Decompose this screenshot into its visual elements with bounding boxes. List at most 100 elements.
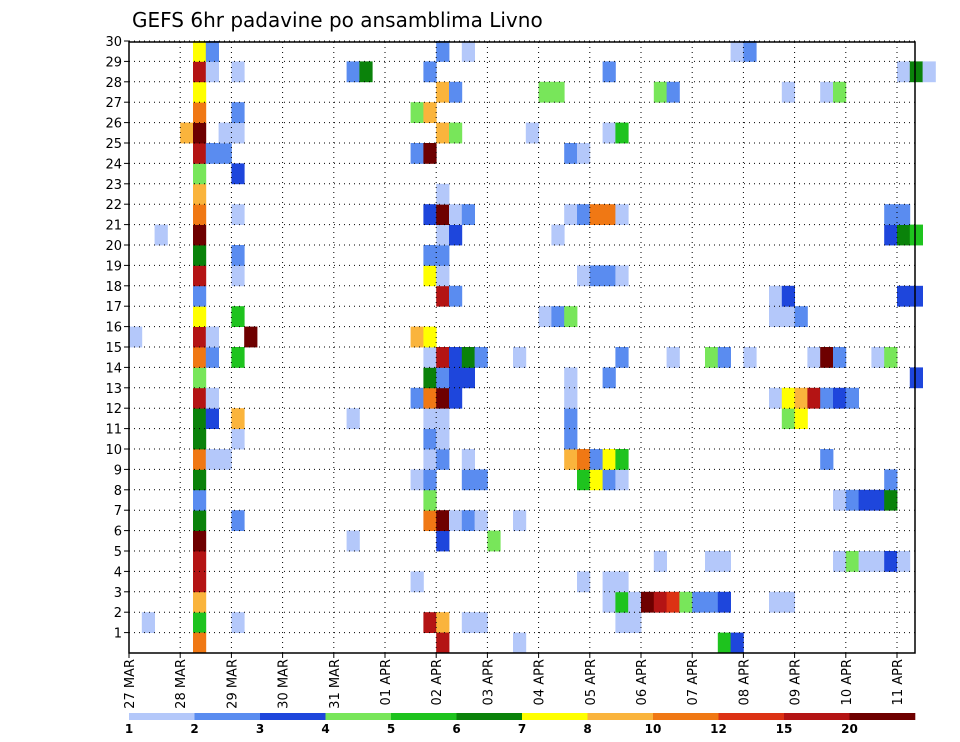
precip-cell (193, 102, 207, 123)
precip-cell (193, 183, 207, 205)
precip-cell (884, 469, 898, 491)
y-tick-label: 29 (105, 55, 122, 70)
precip-cell (743, 347, 757, 368)
y-tick-label: 25 (105, 137, 122, 152)
precip-cell (410, 469, 424, 491)
colorbar-segment (456, 713, 523, 720)
precip-cell (666, 591, 680, 613)
precip-cell (781, 306, 795, 327)
precip-cell (193, 387, 207, 409)
precip-cell (410, 326, 424, 348)
x-tick-label: 07 APR (686, 659, 701, 705)
precip-cell (730, 632, 744, 654)
precip-cell (193, 489, 207, 511)
x-tick-label: 01 APR (379, 659, 394, 705)
precip-cell (129, 326, 143, 348)
x-tick-label: 09 APR (789, 659, 804, 705)
precip-cell (461, 449, 475, 470)
precip-cell (436, 245, 450, 266)
precip-cell (436, 408, 450, 429)
y-tick-label: 14 (105, 361, 122, 376)
precip-cell (423, 143, 437, 164)
precip-cell (705, 591, 719, 613)
precip-cell (564, 428, 578, 450)
precip-cell (781, 591, 795, 613)
y-tick-label: 21 (105, 219, 122, 234)
precip-cell (193, 224, 207, 246)
precip-cell (436, 183, 450, 205)
precip-cell (461, 347, 475, 368)
precip-cell (205, 326, 219, 348)
precip-cell (218, 449, 232, 470)
precip-cell (423, 204, 437, 225)
precip-cell (474, 469, 488, 491)
precip-cell (769, 306, 783, 327)
y-tick-label: 8 (114, 484, 122, 499)
colorbar-label: 5 (387, 722, 395, 736)
colorbar-segment (194, 713, 261, 720)
precip-cell (231, 510, 245, 531)
precip-cell (193, 367, 207, 389)
precip-cell (577, 571, 591, 593)
y-tick-label: 2 (114, 606, 122, 621)
precip-cell (449, 204, 463, 225)
precip-cell (845, 489, 859, 511)
colorbar-segment (391, 713, 457, 720)
x-tick-label: 28 MAR (174, 659, 189, 709)
x-tick-label: 06 APR (635, 659, 650, 705)
precip-cell (205, 143, 219, 164)
precip-cell (205, 41, 219, 62)
colorbar-segment (129, 713, 195, 720)
colorbar-label: 1 (125, 722, 133, 736)
precip-cell (180, 122, 194, 144)
precip-cell (589, 449, 603, 470)
precipitation-cells (129, 41, 936, 654)
precip-cell (897, 204, 911, 225)
precip-cell (653, 81, 667, 103)
colorbar-segment (849, 713, 916, 720)
precip-cell (193, 530, 207, 552)
precip-cell (820, 449, 834, 470)
precip-cell (231, 204, 245, 225)
y-tick-label: 12 (105, 402, 122, 417)
precip-cell (589, 469, 603, 491)
precip-cell (551, 81, 565, 103)
precip-cell (205, 347, 219, 368)
precip-cell (436, 285, 450, 307)
precip-cell (436, 530, 450, 552)
precip-cell (897, 551, 911, 572)
precip-cell (615, 612, 629, 633)
x-tick-label: 03 APR (481, 659, 496, 705)
precip-cell (564, 367, 578, 389)
precip-cell (346, 408, 360, 429)
precip-cell (436, 122, 450, 144)
precip-cell (423, 265, 437, 287)
precip-cell (193, 143, 207, 164)
precip-cell (833, 551, 847, 572)
precip-cell (423, 612, 437, 633)
colorbar-segment (325, 713, 392, 720)
precip-cell (193, 326, 207, 348)
precip-cell (717, 551, 731, 572)
precip-cell (525, 122, 539, 144)
precip-cell (666, 347, 680, 368)
precip-cell (461, 469, 475, 491)
precip-cell (845, 551, 859, 572)
precip-cell (615, 122, 629, 144)
precip-cell (461, 367, 475, 389)
precip-cell (922, 61, 936, 83)
colorbar-segment (653, 713, 719, 720)
y-tick-label: 23 (105, 178, 122, 193)
precip-cell (705, 551, 719, 572)
precip-cell (205, 408, 219, 429)
precip-cell (449, 122, 463, 144)
y-tick-label: 26 (105, 117, 122, 132)
y-tick-label: 9 (114, 463, 122, 478)
colorbar-segment (587, 713, 654, 720)
precip-cell (551, 306, 565, 327)
precip-cell (538, 81, 552, 103)
precip-cell (897, 61, 911, 83)
precip-cell (231, 245, 245, 266)
x-axis-ticks: 27 MAR 28 MAR 29 MAR 30 MAR 31 MAR 01 APR 02 A… (123, 653, 906, 709)
precip-cell (423, 469, 437, 491)
